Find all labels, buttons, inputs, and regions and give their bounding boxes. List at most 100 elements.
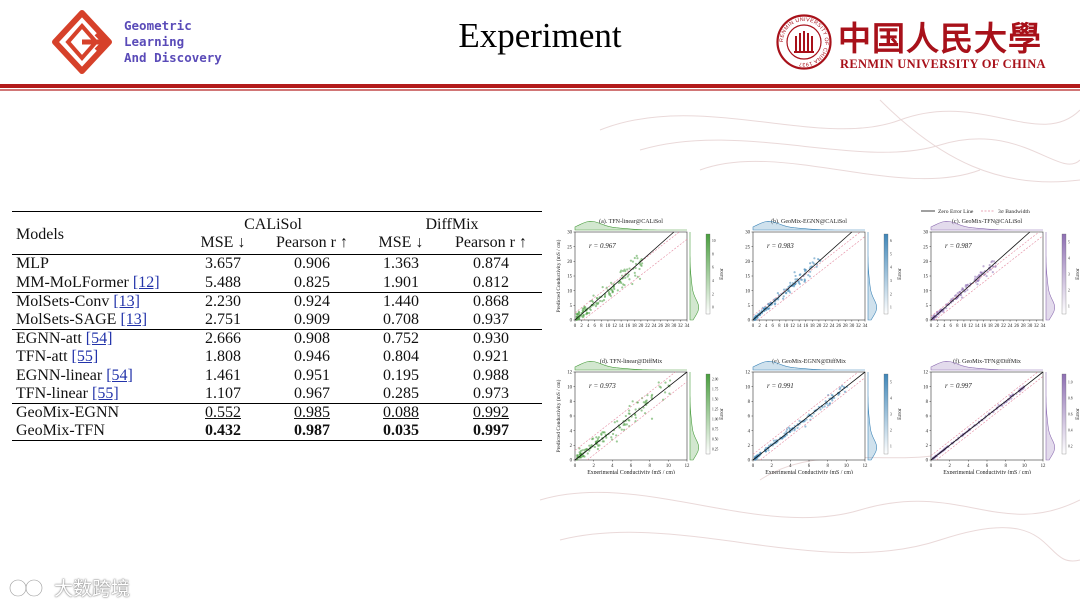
y-tick-label: 2 bbox=[748, 444, 751, 449]
x-tick-label: 20 bbox=[638, 324, 643, 329]
y-tick-label: 15 bbox=[745, 275, 750, 280]
x-tick-label: 24 bbox=[1008, 324, 1013, 329]
y-tick-label: 20 bbox=[923, 260, 928, 265]
x-tick-label: 0 bbox=[930, 324, 933, 329]
colorbar-tick-label: 2 bbox=[890, 428, 892, 432]
sigma-band-line bbox=[760, 377, 866, 461]
group-diffmix: DiffMix bbox=[425, 216, 479, 233]
data-point bbox=[831, 394, 834, 397]
citation-link[interactable]: [54] bbox=[106, 366, 133, 384]
y-tick-label: 0 bbox=[748, 319, 751, 324]
watermark-text: 大数跨境 bbox=[54, 578, 131, 600]
table-cell: 1.440 bbox=[362, 292, 440, 311]
x-tick-label: 20 bbox=[994, 324, 999, 329]
metric-value: 0.804 bbox=[383, 348, 419, 366]
data-point bbox=[807, 413, 810, 416]
x-tick-label: 28 bbox=[843, 324, 848, 329]
citation-link[interactable]: [12] bbox=[132, 273, 160, 291]
data-point bbox=[603, 294, 607, 297]
marginal-density-right bbox=[867, 232, 878, 321]
x-tick-label: 30 bbox=[849, 324, 854, 329]
citation-link[interactable]: [55] bbox=[71, 348, 99, 366]
data-point bbox=[783, 432, 786, 435]
data-point bbox=[992, 265, 995, 268]
y-tick-label: 0 bbox=[748, 459, 751, 464]
colorbar-tick-label: 4 bbox=[890, 266, 892, 270]
data-point bbox=[650, 396, 653, 399]
data-point bbox=[636, 275, 639, 278]
data-point bbox=[588, 449, 591, 452]
marginal-density-top bbox=[930, 360, 1043, 371]
data-point bbox=[591, 437, 595, 440]
model-name: MM-MoLFormer [12] bbox=[12, 274, 184, 293]
data-point bbox=[596, 447, 599, 451]
model-name: MolSets-SAGE [13] bbox=[12, 311, 184, 330]
table-cell: 0.285 bbox=[362, 385, 440, 404]
table-cell: 2.751 bbox=[184, 311, 262, 330]
data-point bbox=[578, 447, 581, 450]
data-point bbox=[596, 437, 600, 440]
lab-logo-icon bbox=[52, 10, 112, 74]
data-point bbox=[605, 436, 608, 439]
citation-link[interactable]: [54] bbox=[85, 330, 113, 348]
data-point bbox=[756, 316, 759, 319]
x-tick-label: 2 bbox=[758, 324, 761, 329]
panel-title: (a). TFN-linear@CALiSol bbox=[599, 218, 663, 225]
data-point bbox=[793, 271, 796, 274]
metric-value: 0.930 bbox=[473, 330, 509, 348]
model-label: EGNN-att bbox=[16, 330, 82, 348]
citation-link[interactable]: [55] bbox=[91, 384, 119, 402]
university-name-en: RENMIN UNIVERSITY OF CHINA bbox=[840, 57, 1046, 71]
colorbar-tick-label: 1.75 bbox=[712, 387, 718, 391]
data-point bbox=[628, 419, 631, 422]
data-point bbox=[608, 293, 611, 296]
x-tick-label: 0 bbox=[752, 324, 755, 329]
colorbar-tick-label: 1 bbox=[890, 444, 892, 448]
y-tick-label: 5 bbox=[570, 304, 573, 309]
table-cell: 0.973 bbox=[440, 385, 542, 404]
table-cell: 0.804 bbox=[362, 348, 440, 366]
y-tick-label: 2 bbox=[570, 444, 573, 449]
data-point bbox=[839, 386, 842, 389]
data-point bbox=[804, 425, 807, 428]
data-point bbox=[831, 399, 834, 402]
data-point bbox=[635, 254, 638, 257]
colorbar-tick-label: 2 bbox=[1068, 288, 1070, 292]
data-point bbox=[638, 277, 642, 280]
x-tick-label: 14 bbox=[619, 324, 624, 329]
data-point bbox=[601, 300, 604, 303]
metric-value: 0.874 bbox=[473, 255, 509, 273]
table-row: GeoMix-EGNN 0.552 0.985 0.088 0.992 bbox=[12, 403, 542, 423]
y-axis-label: Predicted Conductivity (mS / cm) bbox=[555, 379, 562, 452]
x-tick-label: 12 bbox=[1041, 464, 1046, 469]
header-divider-thin bbox=[0, 89, 1080, 91]
data-point bbox=[599, 299, 602, 303]
metric-value: 1.107 bbox=[205, 384, 241, 402]
marginal-density-right bbox=[1045, 372, 1056, 461]
table-cell: 0.967 bbox=[262, 385, 362, 404]
x-tick-label: 8 bbox=[956, 324, 959, 329]
data-point bbox=[597, 301, 600, 304]
x-tick-label: 6 bbox=[630, 464, 633, 469]
data-point bbox=[634, 262, 638, 266]
citation-link[interactable]: [13] bbox=[113, 292, 140, 310]
data-point bbox=[634, 416, 637, 419]
table-cell: 0.930 bbox=[440, 330, 542, 349]
citation-link[interactable]: [13] bbox=[120, 311, 148, 329]
y-tick-label: 8 bbox=[926, 400, 929, 405]
data-point bbox=[992, 260, 996, 263]
sigma-band-line bbox=[930, 231, 1040, 317]
data-point bbox=[611, 432, 615, 436]
data-point bbox=[945, 307, 948, 310]
metric-value: 0.906 bbox=[294, 255, 330, 273]
data-point bbox=[659, 386, 662, 389]
data-point bbox=[590, 299, 594, 302]
model-name: MLP bbox=[12, 255, 184, 274]
table-cell: 0.992 bbox=[440, 404, 542, 423]
model-name: TFN-linear [55] bbox=[12, 385, 184, 404]
data-point bbox=[787, 426, 790, 429]
table-cell: 0.874 bbox=[440, 255, 542, 274]
col-mse: MSE ↓ bbox=[200, 234, 246, 252]
y-tick-label: 25 bbox=[745, 245, 750, 250]
